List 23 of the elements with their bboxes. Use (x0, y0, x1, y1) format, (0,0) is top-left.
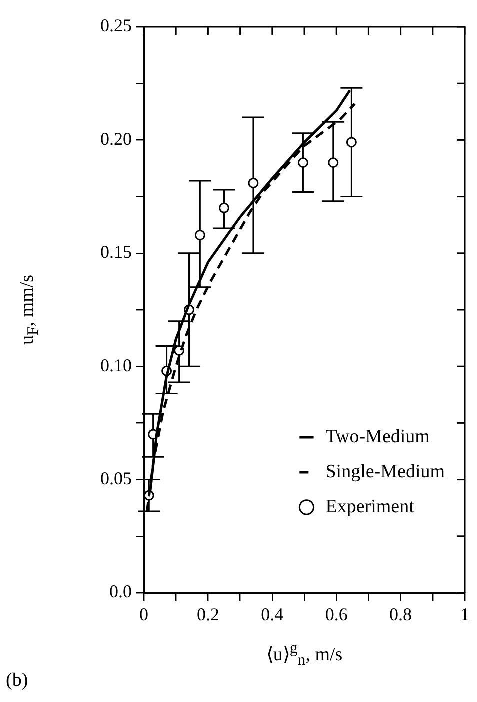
y-tick-label: 0.05 (100, 468, 132, 489)
x-axis-title: ⟨u⟩$^{g}$$_{n}$, m/s (265, 640, 344, 670)
point (248, 178, 259, 188)
y-tick-label: 0.25 (100, 16, 132, 36)
y-tick-label: 0.10 (100, 355, 132, 376)
point (346, 137, 357, 148)
y-tick-label: 0.0 (110, 582, 132, 602)
legend-label: Single-Medium (326, 461, 446, 482)
x-tick-label: 0.6 (325, 604, 348, 625)
x-tick-label: 0.4 (261, 604, 284, 625)
point (194, 230, 206, 241)
y-tick-label: 0.15 (100, 242, 132, 262)
text: (b) (6, 670, 28, 692)
x-tick-label: 0.2 (196, 604, 220, 625)
point (219, 202, 230, 214)
x-tick-label: 1 (460, 604, 470, 625)
y-tick-label: 0.20 (100, 128, 132, 149)
point (328, 158, 339, 168)
legend-label: Two-Medium (326, 426, 430, 448)
x-tick-label: 0.8 (390, 604, 412, 625)
legend-label: Experiment (326, 496, 416, 518)
x-tick-label: 0 (140, 604, 148, 625)
point (298, 158, 308, 168)
